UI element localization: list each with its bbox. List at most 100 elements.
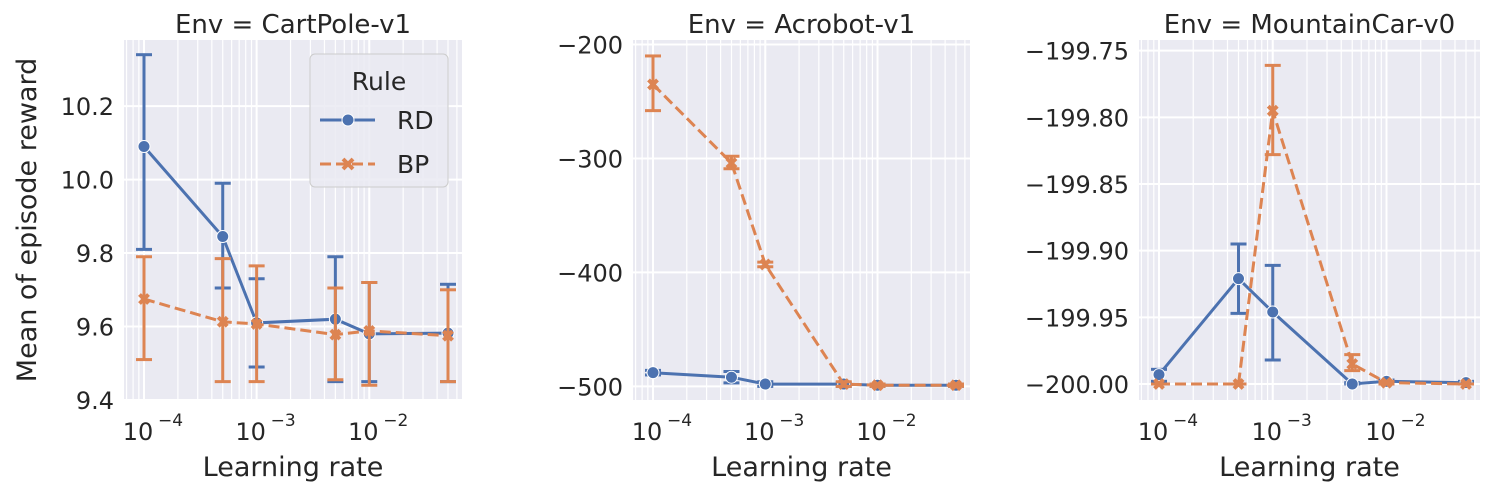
legend: Rule RD BP <box>309 53 449 188</box>
x-marker-stroke <box>1460 378 1472 390</box>
x-axis-label: Learning rate <box>711 452 892 483</box>
legend-box <box>309 53 449 188</box>
y-tick-label: −300 <box>557 145 623 173</box>
x-tick-exponent: −4 <box>158 411 183 431</box>
data-point <box>137 140 151 154</box>
data-point <box>1345 377 1359 391</box>
x-tick-label: 10 <box>123 418 154 446</box>
y-axis-label: Mean of episode reward <box>12 58 43 382</box>
x-tick-exponent: −4 <box>1173 411 1198 431</box>
y-tick-label: −500 <box>557 373 623 401</box>
y-tick-label: 10.0 <box>61 167 114 195</box>
series-bp <box>645 54 964 392</box>
data-point <box>837 378 850 390</box>
x-marker-stroke <box>442 329 454 342</box>
legend-label: BP <box>397 150 429 179</box>
x-marker-stroke <box>1232 378 1245 390</box>
x-marker-stroke <box>329 328 342 341</box>
data-point <box>250 318 263 330</box>
x-marker-stroke <box>647 78 659 91</box>
legend-label: RD <box>397 106 434 135</box>
data-point <box>363 325 376 337</box>
y-tick-label: −199.80 <box>1025 104 1129 132</box>
x-tick-label: 10 <box>235 418 266 446</box>
x-marker-stroke <box>950 379 962 392</box>
grid <box>1139 40 1480 400</box>
x-marker-stroke <box>871 379 884 392</box>
legend-title: Rule <box>352 67 406 96</box>
legend-marker <box>341 113 355 127</box>
x-tick-exponent: −2 <box>383 411 408 431</box>
x-tick-label: 10 <box>348 418 379 446</box>
y-tick-label: −199.75 <box>1025 38 1129 66</box>
subplot-mountaincar: −200.00 −199.95 −199.90 −199.85 −199.80 −199.… <box>1025 10 1480 483</box>
data-point <box>724 370 738 384</box>
plot-background <box>633 40 970 400</box>
x-tick-exponent: −3 <box>779 411 804 431</box>
chart-title: Env = Acrobot-v1 <box>688 10 915 40</box>
error-bar <box>361 280 378 387</box>
series-bp <box>136 255 456 387</box>
x-tick-label: 10 <box>1251 418 1282 446</box>
x-marker-stroke <box>1266 104 1279 117</box>
x-marker-stroke <box>1380 376 1393 389</box>
series-line <box>1159 110 1467 386</box>
data-point <box>1380 376 1393 389</box>
x-tick-exponent: −2 <box>1400 411 1425 431</box>
grid <box>633 40 970 400</box>
x-marker-stroke <box>1346 358 1359 370</box>
y-tick-label: 9.6 <box>76 314 114 342</box>
x-marker-stroke <box>138 293 150 305</box>
series-line <box>142 145 449 336</box>
data-point <box>216 230 230 244</box>
x-tick-label: 10 <box>632 418 663 446</box>
x-tick-exponent: −4 <box>667 411 692 431</box>
y-tick-label: −199.95 <box>1025 304 1129 332</box>
x-marker-stroke <box>363 325 376 337</box>
plot-background <box>1139 40 1480 400</box>
legend-marker <box>341 157 355 171</box>
data-point <box>329 328 342 341</box>
x-tick-exponent: −2 <box>892 411 917 431</box>
data-point <box>725 157 738 169</box>
x-marker-stroke <box>1153 378 1165 390</box>
x-axis-label: Learning rate <box>1219 452 1400 483</box>
x-tick-exponent: −3 <box>1287 411 1312 431</box>
y-tick-label: −400 <box>557 259 623 287</box>
x-marker-stroke <box>837 378 850 390</box>
x-axis-label: Learning rate <box>203 452 384 483</box>
x-marker-stroke <box>250 318 263 330</box>
data-point <box>216 315 229 328</box>
data-point <box>758 377 772 391</box>
series-line <box>651 83 956 387</box>
data-point <box>759 258 772 271</box>
y-tick-label: 10.2 <box>61 93 114 121</box>
data-point <box>1232 378 1245 390</box>
data-point <box>138 293 150 305</box>
x-tick-exponent: −3 <box>271 411 296 431</box>
data-point <box>1266 305 1280 319</box>
x-tick-label: 10 <box>856 418 887 446</box>
data-point <box>646 366 660 380</box>
series-line <box>143 297 449 338</box>
data-point <box>647 78 659 91</box>
y-tick-label: 9.4 <box>76 387 114 415</box>
y-tick-label: −199.85 <box>1025 171 1129 199</box>
chart-title: Env = CartPole-v1 <box>175 10 411 40</box>
y-tick-label: −200 <box>557 32 623 60</box>
data-point <box>1152 368 1166 382</box>
data-point <box>1153 378 1165 390</box>
y-tick-label: −200.00 <box>1025 371 1129 399</box>
x-marker-stroke <box>216 315 229 328</box>
x-marker-stroke <box>759 258 772 271</box>
data-point <box>871 379 884 392</box>
y-tick-label: −199.90 <box>1025 238 1129 266</box>
series-bp <box>1151 63 1474 390</box>
data-point <box>1232 272 1246 286</box>
data-point <box>950 379 962 392</box>
x-tick-label: 10 <box>1138 418 1169 446</box>
chart-title: Env = MountainCar-v0 <box>1164 10 1455 40</box>
